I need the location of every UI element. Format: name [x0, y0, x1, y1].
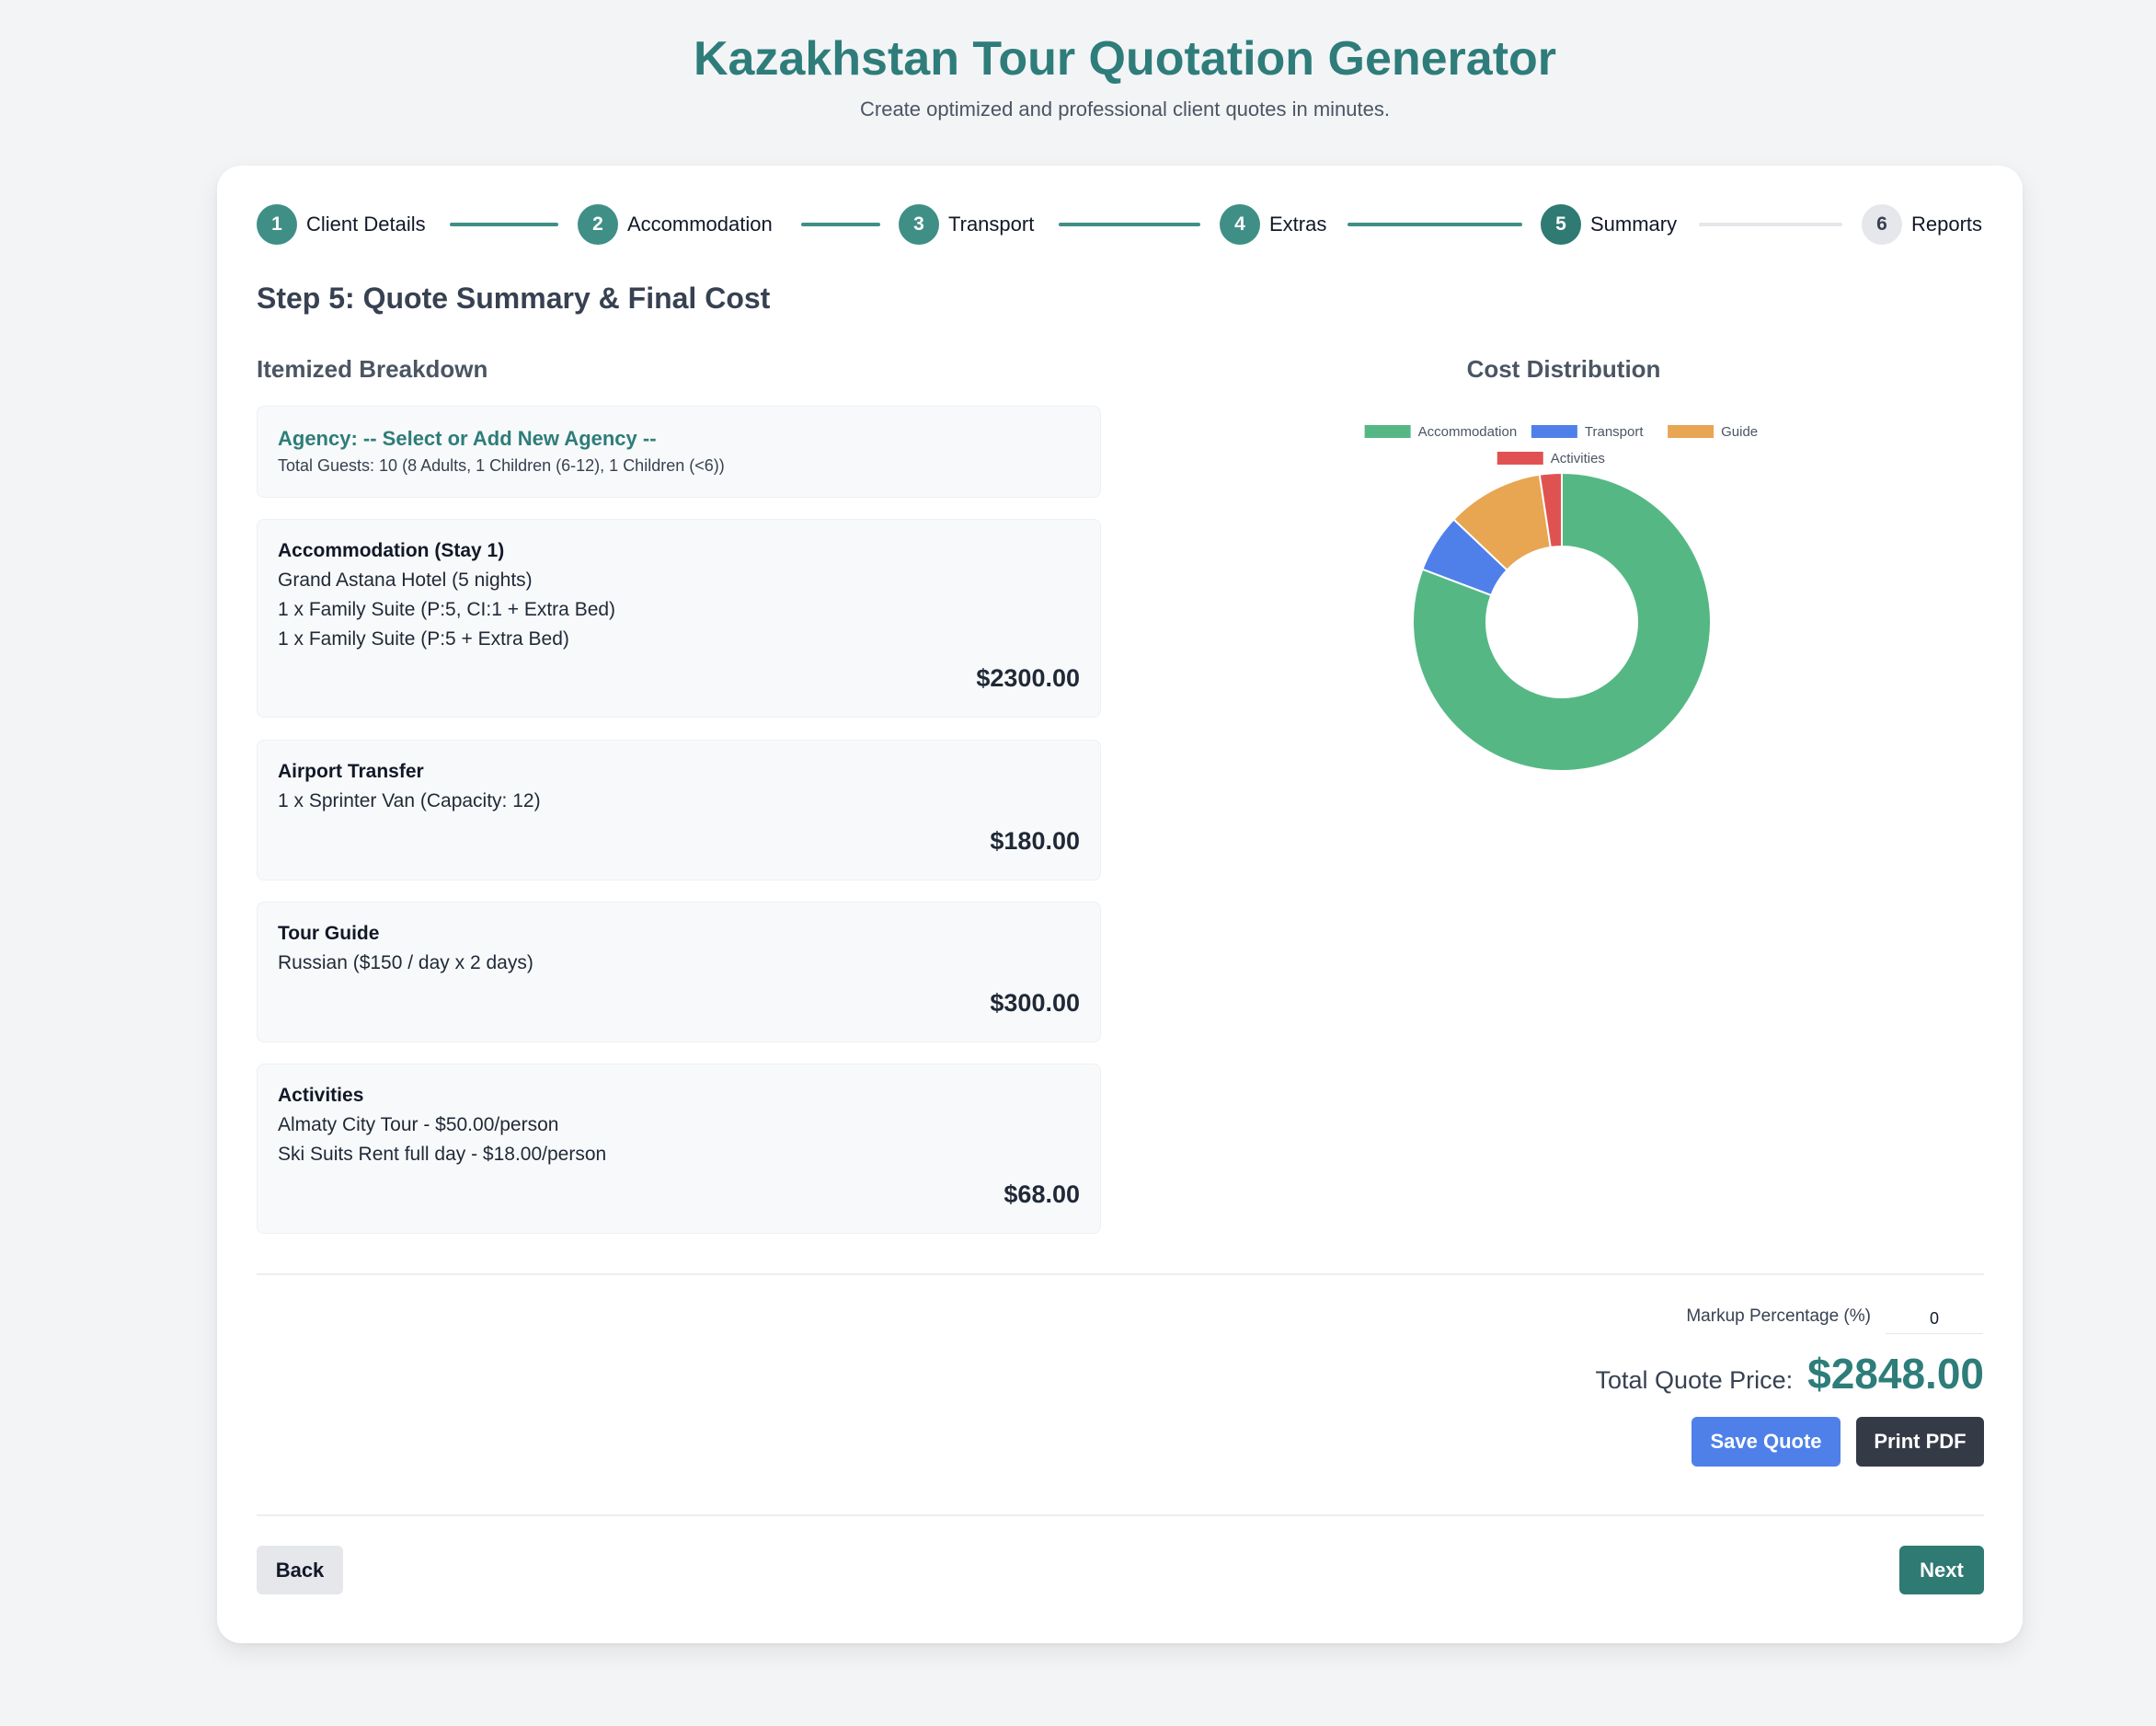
legend-label: Transport	[1585, 424, 1644, 440]
item-cost: $68.00	[1003, 1180, 1080, 1208]
legend-item-accommodation[interactable]: Accommodation	[1364, 424, 1518, 440]
divider	[257, 1273, 1984, 1275]
legend-item-activities[interactable]: Activities	[1497, 451, 1605, 466]
step-connector	[801, 223, 880, 226]
legend-item-guide[interactable]: Guide	[1668, 424, 1758, 440]
step-number: 4	[1220, 204, 1260, 245]
step-connector	[450, 223, 558, 226]
item-title: Activities	[278, 1085, 364, 1106]
step-heading: Step 5: Quote Summary & Final Cost	[257, 282, 771, 315]
breakdown-title: Itemized Breakdown	[257, 355, 488, 383]
activities-panel: Activities Almaty City Tour - $50.00/per…	[257, 1064, 1101, 1234]
item-line: 1 x Family Suite (P:5, CI:1 + Extra Bed)	[278, 599, 616, 620]
step-number: 5	[1541, 204, 1581, 245]
accommodation-panel: Accommodation (Stay 1) Grand Astana Hote…	[257, 519, 1101, 718]
step-number: 1	[257, 204, 297, 245]
guide-panel: Tour Guide Russian ($150 / day x 2 days)…	[257, 902, 1101, 1042]
slice-accommodation[interactable]	[1412, 471, 1712, 772]
step-summary[interactable]: 5 Summary	[1541, 202, 1677, 247]
legend-swatch	[1531, 425, 1577, 438]
item-title: Tour Guide	[278, 923, 380, 944]
legend-label: Guide	[1721, 424, 1758, 440]
item-line: Russian ($150 / day x 2 days)	[278, 952, 533, 973]
item-line: Almaty City Tour - $50.00/person	[278, 1114, 559, 1135]
step-label: Reports	[1911, 213, 1983, 236]
item-cost: $180.00	[990, 827, 1080, 855]
markup-input[interactable]	[1886, 1305, 1983, 1334]
page-title: Kazakhstan Tour Quotation Generator	[693, 32, 1557, 86]
legend-label: Activities	[1551, 451, 1605, 466]
markup-label: Markup Percentage (%)	[1686, 1306, 1871, 1326]
page-subtitle: Create optimized and professional client…	[860, 98, 1390, 121]
legend-swatch	[1497, 452, 1543, 465]
cost-distribution-chart: Accommodation Transport Guide Activities	[1364, 424, 1758, 772]
agency-name: Agency: -- Select or Add New Agency --	[278, 427, 657, 450]
agency-panel: Agency: -- Select or Add New Agency -- T…	[257, 406, 1101, 498]
step-label: Accommodation	[627, 213, 773, 236]
item-cost: $2300.00	[976, 664, 1080, 692]
print-pdf-button[interactable]: Print PDF	[1856, 1417, 1984, 1467]
step-number: 6	[1862, 204, 1902, 245]
step-label: Client Details	[306, 213, 426, 236]
step-number: 3	[899, 204, 939, 245]
guest-count: Total Guests: 10 (8 Adults, 1 Children (…	[278, 456, 725, 475]
progress-stepper: 1 Client Details 2 Accommodation 3 Trans…	[257, 202, 1984, 247]
total-label: Total Quote Price:	[1595, 1366, 1794, 1394]
step-label: Extras	[1269, 213, 1327, 236]
item-line: Ski Suits Rent full day - $18.00/person	[278, 1144, 607, 1165]
transfer-panel: Airport Transfer 1 x Sprinter Van (Capac…	[257, 740, 1101, 880]
back-button[interactable]: Back	[257, 1546, 343, 1594]
slice-activities[interactable]	[1538, 471, 1563, 549]
item-title: Accommodation (Stay 1)	[278, 540, 505, 561]
step-connector	[1059, 223, 1200, 226]
step-label: Summary	[1590, 213, 1678, 236]
step-client-details[interactable]: 1 Client Details	[257, 202, 426, 247]
save-quote-button[interactable]: Save Quote	[1692, 1417, 1841, 1467]
legend-swatch	[1364, 425, 1411, 438]
item-line: 1 x Family Suite (P:5 + Extra Bed)	[278, 628, 569, 650]
chart-title: Cost Distribution	[1466, 355, 1661, 383]
step-extras[interactable]: 4 Extras	[1220, 202, 1326, 247]
next-button[interactable]: Next	[1899, 1546, 1984, 1594]
item-line: Grand Astana Hotel (5 nights)	[278, 570, 533, 591]
legend-swatch	[1668, 425, 1714, 438]
step-accommodation[interactable]: 2 Accommodation	[578, 202, 773, 247]
step-connector	[1348, 223, 1522, 226]
step-transport[interactable]: 3 Transport	[899, 202, 1034, 247]
total-row: Total Quote Price: $2848.00	[1596, 1349, 1984, 1398]
item-cost: $300.00	[990, 989, 1080, 1017]
step-number: 2	[578, 204, 618, 245]
item-title: Airport Transfer	[278, 761, 424, 782]
divider	[257, 1514, 1984, 1516]
step-connector	[1699, 223, 1842, 226]
legend-item-transport[interactable]: Transport	[1531, 424, 1644, 440]
total-value: $2848.00	[1807, 1350, 1984, 1398]
step-reports[interactable]: 6 Reports	[1862, 202, 1982, 247]
item-line: 1 x Sprinter Van (Capacity: 12)	[278, 790, 541, 811]
legend-label: Accommodation	[1418, 424, 1518, 440]
step-label: Transport	[948, 213, 1035, 236]
